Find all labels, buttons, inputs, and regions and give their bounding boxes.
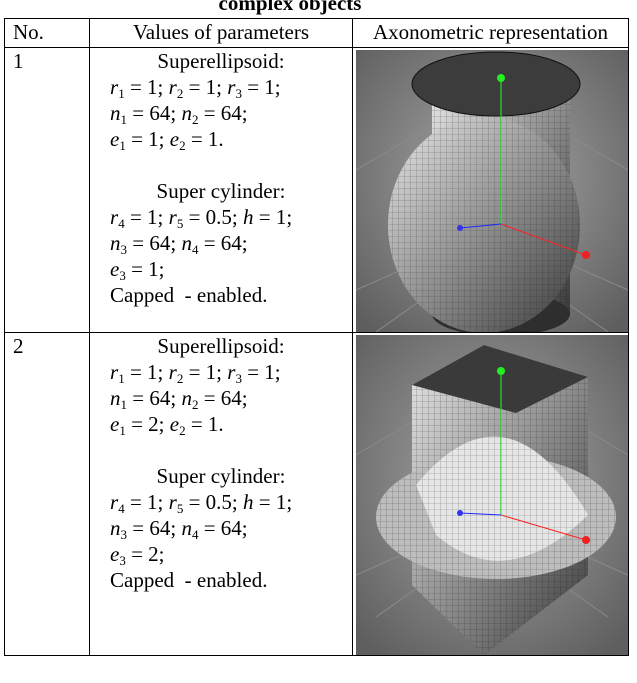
parameter-block: Super cylinder:r4 = 1; r5 = 0.5; h = 1;n… [110,463,352,593]
block-heading: Super cylinder: [110,178,352,204]
block-heading: Superellipsoid: [110,48,352,74]
variable: r [169,490,177,514]
column-header: Axonometric representation [353,19,629,48]
variable: e [170,127,179,151]
variable: n [181,516,192,540]
variable: e [110,257,119,281]
text: = 1; [254,205,293,229]
caption: complex objects [0,0,580,15]
variable: n [181,231,192,255]
variable: r [110,490,118,514]
variable: r [110,205,118,229]
text: = 2; [126,542,165,566]
text: = 1; [125,490,169,514]
parameter-line: r4 = 1; r5 = 0.5; h = 1; [110,489,352,515]
text: = 64; [198,231,247,255]
axonometric-image [356,50,628,332]
parameter-block: Superellipsoid:r1 = 1; r2 = 1; r3 = 1;n1… [110,333,352,437]
text: = 64; [198,516,247,540]
image-cell [353,48,629,333]
parameter-line: n1 = 64; n2 = 64; [110,100,352,126]
parameter-line: e3 = 1; [110,256,352,282]
parameter-line: e3 = 2; [110,541,352,567]
variable: e [110,127,119,151]
text: = 1; [125,205,169,229]
text: = 1; [126,127,170,151]
block-heading: Super cylinder: [110,463,352,489]
variable: h [243,490,254,514]
axonometric-image [356,335,628,655]
text: = 0.5; [183,490,243,514]
block-heading: Superellipsoid: [110,333,352,359]
variable: n [110,386,121,410]
column-header: Values of parameters [90,19,353,48]
text: = 64; [127,101,181,125]
variable: r [169,360,177,384]
variable: h [243,205,254,229]
row-number: 2 [5,333,90,656]
variable: r [169,205,177,229]
variable: n [181,101,192,125]
variable: n [110,101,121,125]
column-header: No. [5,19,90,48]
text: = 64; [198,101,247,125]
variable: r [110,360,118,384]
parameter-line: n3 = 64; n4 = 64; [110,515,352,541]
text: = 64; [198,386,247,410]
text: = 1. [186,412,224,436]
parameters-cell: Superellipsoid:r1 = 1; r2 = 1; r3 = 1;n1… [90,333,353,656]
text: = 64; [127,231,181,255]
variable: n [110,231,121,255]
text: = 1. [186,127,224,151]
text: = 1; [254,490,293,514]
variable: e [110,542,119,566]
text: = 1; [183,360,227,384]
parameter-line: r1 = 1; r2 = 1; r3 = 1; [110,74,352,100]
text: = 1; [125,360,169,384]
variable: n [181,386,192,410]
parameter-line: Capped - enabled. [110,567,352,593]
text: = 1; [242,75,281,99]
variable: e [110,412,119,436]
parameters-cell: Superellipsoid:r1 = 1; r2 = 1; r3 = 1;n1… [90,48,353,333]
page: complex objects No.Values of parametersA… [0,0,637,683]
variable: r [110,75,118,99]
variable: n [110,516,121,540]
parameter-line: e1 = 2; e2 = 1. [110,411,352,437]
text: = 1; [242,360,281,384]
parameter-line: Capped - enabled. [110,282,352,308]
text: = 2; [126,412,170,436]
text: = 1; [183,75,227,99]
text: = 64; [127,386,181,410]
text: Capped - enabled. [110,283,267,307]
parameter-block: Superellipsoid:r1 = 1; r2 = 1; r3 = 1;n1… [110,48,352,152]
variable: e [170,412,179,436]
text: Capped - enabled. [110,568,267,592]
parameter-line: n1 = 64; n2 = 64; [110,385,352,411]
text: = 64; [127,516,181,540]
image-cell [353,333,629,656]
text: = 1; [125,75,169,99]
parameter-line: n3 = 64; n4 = 64; [110,230,352,256]
parameter-line: r4 = 1; r5 = 0.5; h = 1; [110,204,352,230]
text: = 1; [126,257,165,281]
variable: r [169,75,177,99]
table-row: 1Superellipsoid:r1 = 1; r2 = 1; r3 = 1;n… [5,48,629,333]
parameter-line: e1 = 1; e2 = 1. [110,126,352,152]
parameter-block: Super cylinder:r4 = 1; r5 = 0.5; h = 1;n… [110,178,352,308]
text: = 0.5; [183,205,243,229]
parameter-line: r1 = 1; r2 = 1; r3 = 1; [110,359,352,385]
row-number: 1 [5,48,90,333]
